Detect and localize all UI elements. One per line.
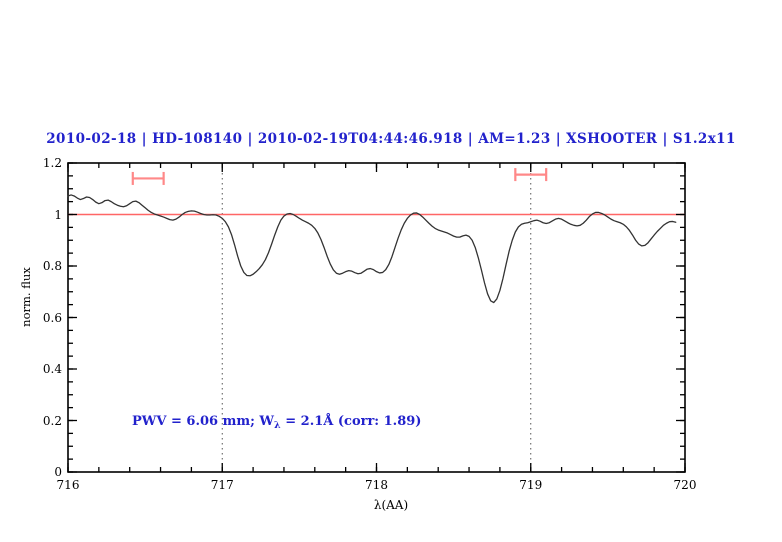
y-tick-label: 0.8	[42, 259, 62, 273]
x-tick-label: 718	[365, 478, 388, 492]
y-tick-label: 0	[54, 465, 62, 479]
x-tick-label: 717	[210, 478, 234, 492]
x-tick-label: 719	[519, 478, 543, 492]
spectrum-curve	[67, 194, 677, 304]
annotation-suffix: = 2.1Å (corr: 1.89)	[280, 414, 422, 429]
x-tick-label: 716	[56, 478, 80, 492]
axis-ticks	[67, 162, 686, 473]
y-tick-label: 1	[54, 207, 62, 222]
page-title: 2010-02-18 | HD-108140 | 2010-02-19T04:4…	[46, 131, 736, 147]
continuum-window-markers	[131, 168, 548, 185]
y-tick-label: 0.6	[42, 310, 62, 325]
pwv-annotation: PWV = 6.06 mm; Wλ = 2.1Å (corr: 1.89)	[132, 414, 422, 431]
y-tick-label: 1.2	[42, 156, 62, 170]
x-tick-label: 720	[673, 478, 697, 492]
y-axis-label: norm. flux	[19, 267, 33, 327]
x-axis-label: λ(AA)	[373, 498, 409, 512]
y-tick-label: 0.2	[42, 413, 62, 428]
annotation-subscript: λ	[274, 420, 281, 431]
annotation-prefix: PWV = 6.06 mm; W	[132, 414, 275, 429]
y-tick-label: 0.4	[42, 362, 62, 376]
